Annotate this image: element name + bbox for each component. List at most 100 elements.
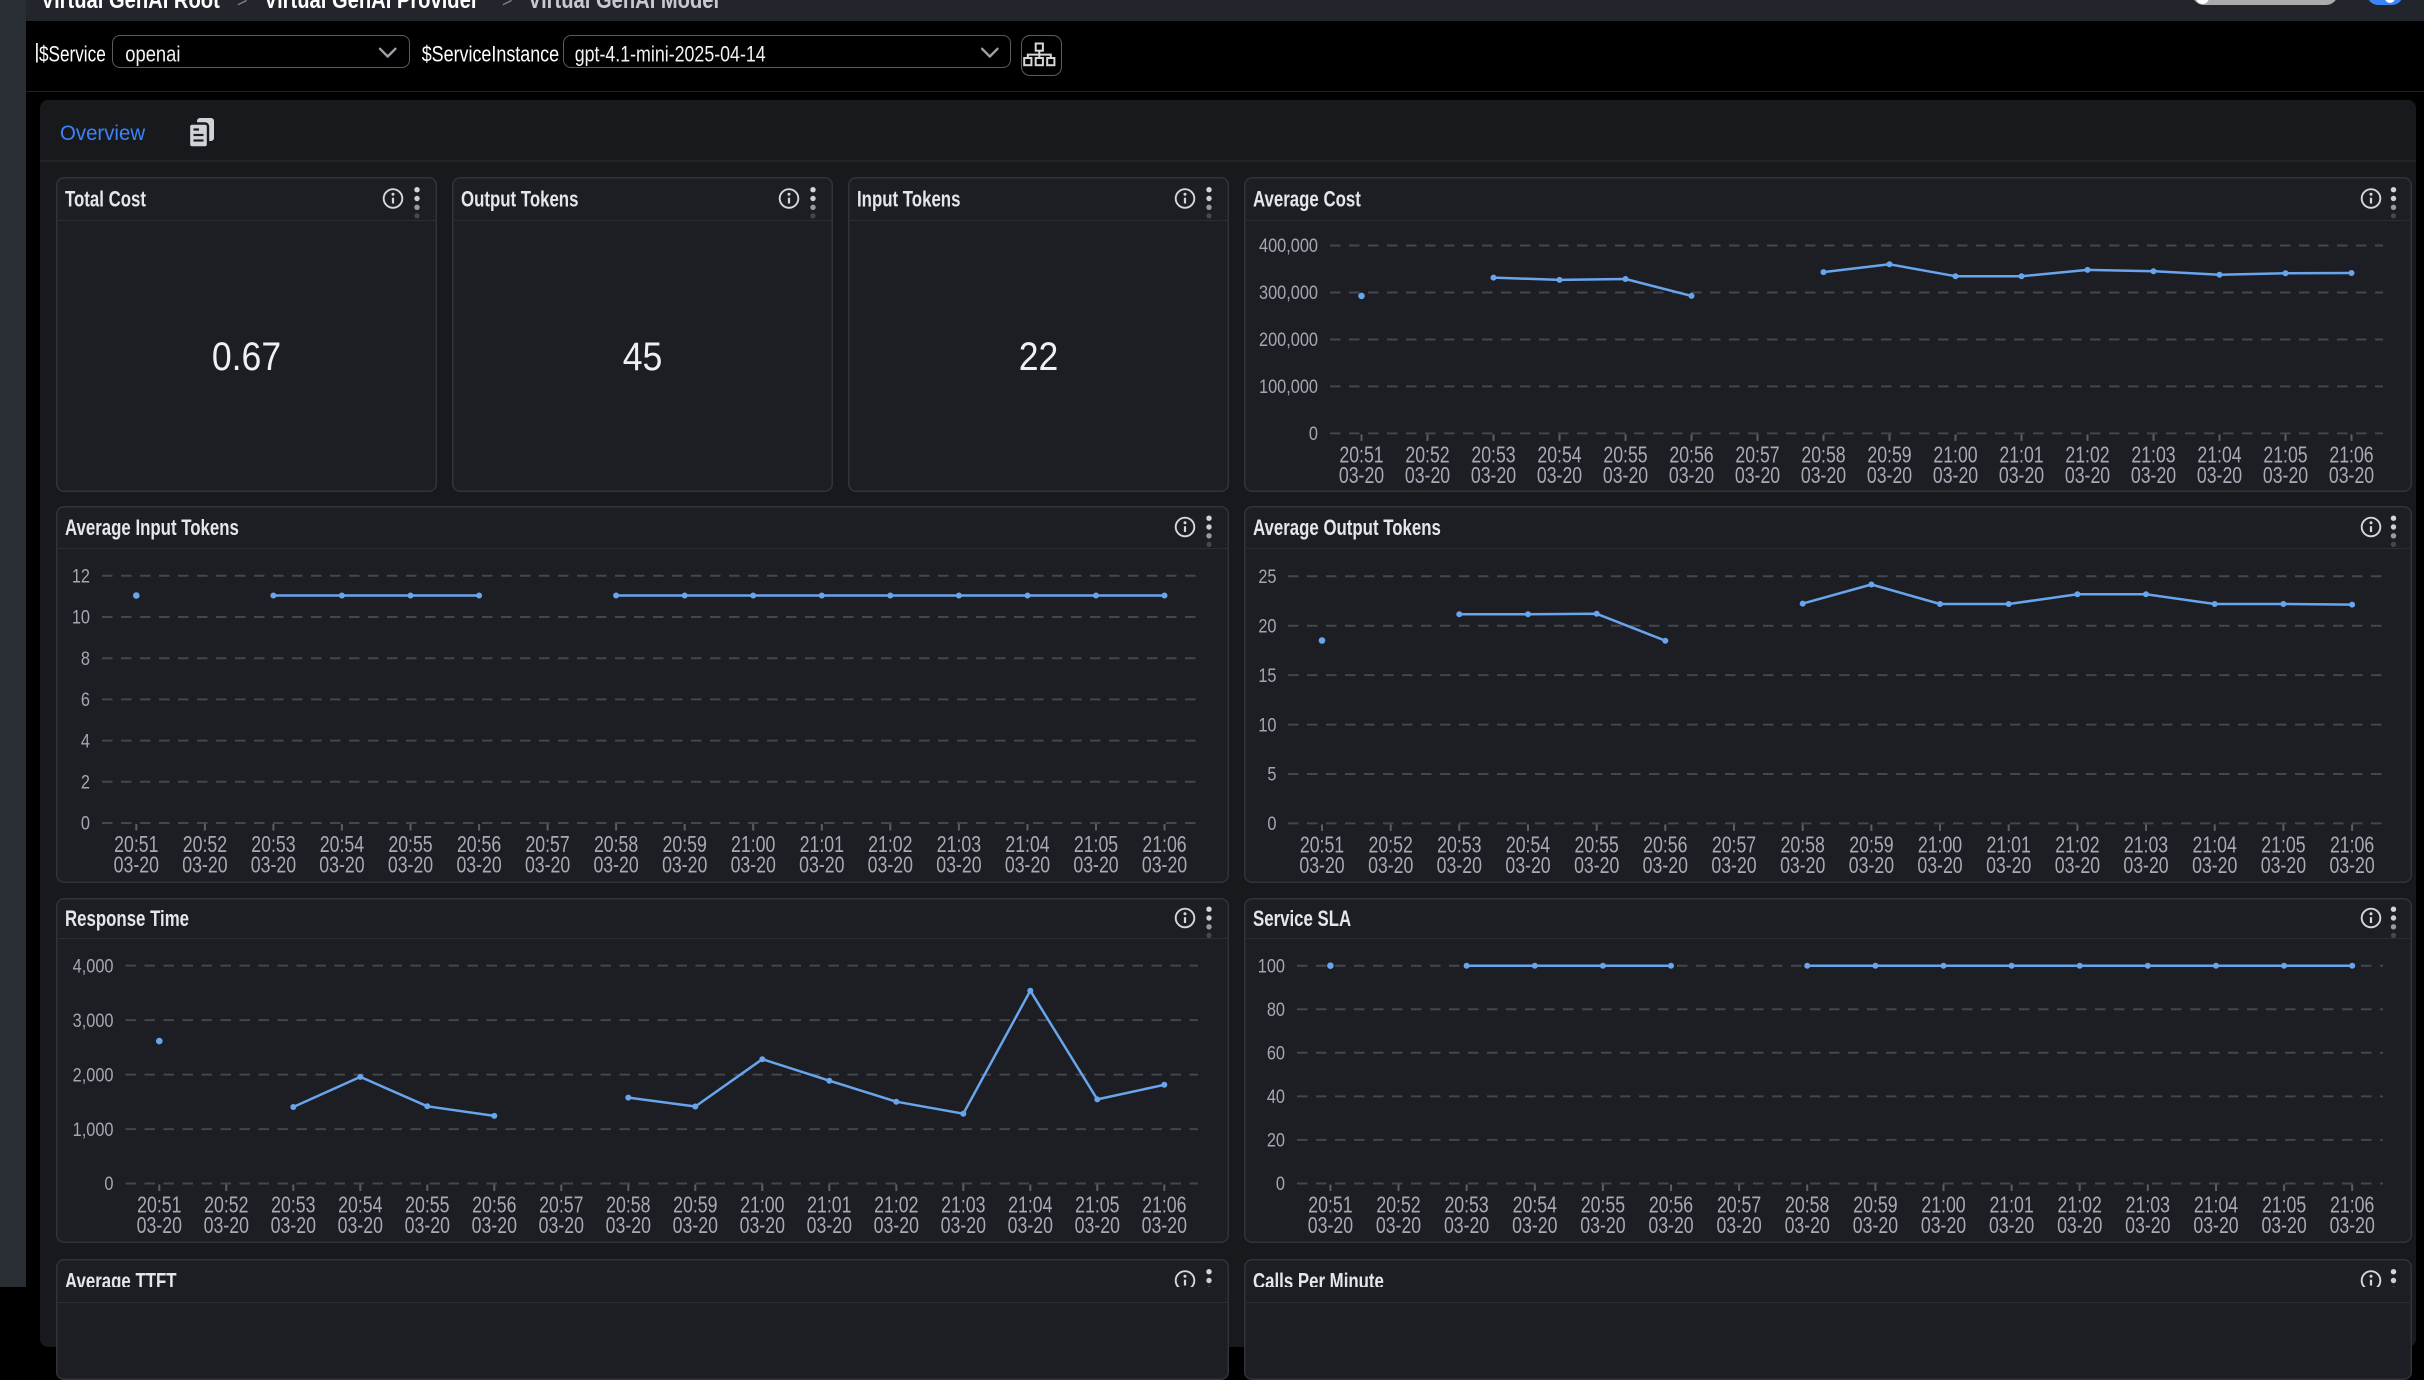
svg-text:03-20: 03-20: [2192, 853, 2237, 879]
svg-text:03-20: 03-20: [731, 852, 776, 878]
svg-text:Average Input Tokens: Average Input Tokens: [65, 516, 239, 541]
svg-text:03-20: 03-20: [936, 852, 981, 878]
svg-text:>: >: [237, 0, 248, 12]
svg-text:15: 15: [1258, 665, 1276, 686]
svg-text:03-20: 03-20: [2329, 463, 2374, 489]
svg-text:03-20: 03-20: [539, 1213, 584, 1239]
svg-text:03-20: 03-20: [1574, 853, 1619, 879]
svg-text:03-20: 03-20: [1716, 1213, 1761, 1239]
svg-text:03-20: 03-20: [2055, 853, 2100, 879]
svg-text:Average TTFT: Average TTFT: [65, 1269, 177, 1287]
svg-text:0.67: 0.67: [212, 335, 281, 379]
svg-text:03-20: 03-20: [2125, 1213, 2170, 1239]
svg-text:03-20: 03-20: [1853, 1213, 1898, 1239]
svg-text:03-20: 03-20: [204, 1213, 249, 1239]
svg-text:03-20: 03-20: [673, 1213, 718, 1239]
svg-text:gpt-4.1-mini-2025-04-14: gpt-4.1-mini-2025-04-14: [575, 43, 766, 67]
svg-text:03-20: 03-20: [874, 1213, 919, 1239]
svg-text:03-20: 03-20: [405, 1213, 450, 1239]
svg-text:03-20: 03-20: [388, 852, 433, 878]
svg-text:03-20: 03-20: [1603, 463, 1648, 489]
svg-text:Calls Per Minute: Calls Per Minute: [1253, 1269, 1384, 1287]
svg-text:03-20: 03-20: [593, 852, 638, 878]
svg-text:03-20: 03-20: [1005, 852, 1050, 878]
svg-text:03-20: 03-20: [1643, 853, 1688, 879]
svg-text:03-20: 03-20: [1142, 852, 1187, 878]
svg-text:0: 0: [1309, 423, 1318, 444]
svg-text:$ServiceInstance: $ServiceInstance: [422, 43, 559, 67]
svg-text:03-20: 03-20: [941, 1213, 986, 1239]
svg-text:03-20: 03-20: [251, 852, 296, 878]
svg-text:03-20: 03-20: [1299, 853, 1344, 879]
svg-text:80: 80: [1267, 999, 1285, 1020]
svg-text:03-20: 03-20: [1444, 1213, 1489, 1239]
svg-text:03-20: 03-20: [1405, 463, 1450, 489]
svg-text:6: 6: [81, 689, 90, 710]
svg-text:$Service: $Service: [39, 43, 106, 68]
svg-text:03-20: 03-20: [2261, 1213, 2306, 1239]
svg-text:03-20: 03-20: [114, 852, 159, 878]
svg-text:25: 25: [1258, 566, 1276, 587]
svg-text:03-20: 03-20: [2057, 1213, 2102, 1239]
svg-text:03-20: 03-20: [2197, 463, 2242, 489]
svg-text:03-20: 03-20: [868, 852, 913, 878]
svg-text:03-20: 03-20: [525, 852, 570, 878]
svg-text:Overview: Overview: [60, 122, 146, 146]
svg-text:03-20: 03-20: [1917, 853, 1962, 879]
svg-text:03-20: 03-20: [606, 1213, 651, 1239]
svg-text:03-20: 03-20: [1505, 853, 1550, 879]
svg-text:0: 0: [1276, 1173, 1285, 1194]
svg-text:10: 10: [72, 607, 90, 628]
svg-text:Virtual GenAI Root: Virtual GenAI Root: [41, 0, 220, 14]
svg-text:Response Time: Response Time: [65, 907, 189, 932]
svg-text:>: >: [502, 0, 513, 12]
svg-text:22: 22: [1019, 335, 1059, 379]
svg-text:1,000: 1,000: [73, 1119, 114, 1140]
svg-text:03-20: 03-20: [1648, 1213, 1693, 1239]
svg-text:03-20: 03-20: [2065, 463, 2110, 489]
svg-text:03-20: 03-20: [1801, 463, 1846, 489]
svg-text:03-20: 03-20: [1075, 1213, 1120, 1239]
svg-text:03-20: 03-20: [1921, 1213, 1966, 1239]
svg-text:5: 5: [1267, 764, 1276, 785]
svg-text:10: 10: [1258, 714, 1276, 735]
svg-text:03-20: 03-20: [271, 1213, 316, 1239]
svg-text:2: 2: [81, 771, 90, 792]
svg-text:2,000: 2,000: [73, 1064, 114, 1085]
svg-text:03-20: 03-20: [1073, 852, 1118, 878]
svg-text:Total Cost: Total Cost: [65, 187, 146, 212]
svg-text:0: 0: [81, 813, 90, 834]
svg-text:03-20: 03-20: [2193, 1213, 2238, 1239]
svg-text:400,000: 400,000: [1259, 235, 1318, 256]
svg-text:03-20: 03-20: [2123, 853, 2168, 879]
svg-text:0: 0: [104, 1173, 113, 1194]
svg-text:200,000: 200,000: [1259, 329, 1318, 350]
svg-text:03-20: 03-20: [1376, 1213, 1421, 1239]
svg-text:03-20: 03-20: [2329, 853, 2374, 879]
svg-text:03-20: 03-20: [1437, 853, 1482, 879]
svg-text:03-20: 03-20: [338, 1213, 383, 1239]
svg-text:03-20: 03-20: [1669, 463, 1714, 489]
svg-text:8: 8: [81, 648, 90, 669]
svg-text:03-20: 03-20: [137, 1213, 182, 1239]
svg-text:03-20: 03-20: [1867, 463, 1912, 489]
svg-text:03-20: 03-20: [1785, 1213, 1830, 1239]
svg-text:100,000: 100,000: [1259, 376, 1318, 397]
svg-text:03-20: 03-20: [1008, 1213, 1053, 1239]
svg-text:03-20: 03-20: [2261, 853, 2306, 879]
svg-text:03-20: 03-20: [1999, 463, 2044, 489]
svg-text:03-20: 03-20: [1368, 853, 1413, 879]
svg-text:03-20: 03-20: [1142, 1213, 1187, 1239]
svg-text:03-20: 03-20: [456, 852, 501, 878]
svg-text:03-20: 03-20: [1989, 1213, 2034, 1239]
svg-text:03-20: 03-20: [1849, 853, 1894, 879]
svg-text:4: 4: [81, 730, 90, 751]
svg-text:03-20: 03-20: [2330, 1213, 2375, 1239]
svg-text:60: 60: [1267, 1042, 1285, 1063]
svg-text:12: 12: [72, 565, 90, 586]
svg-text:03-20: 03-20: [740, 1213, 785, 1239]
svg-text:03-20: 03-20: [2131, 463, 2176, 489]
svg-text:03-20: 03-20: [662, 852, 707, 878]
svg-text:03-20: 03-20: [1339, 463, 1384, 489]
svg-text:03-20: 03-20: [1711, 853, 1756, 879]
